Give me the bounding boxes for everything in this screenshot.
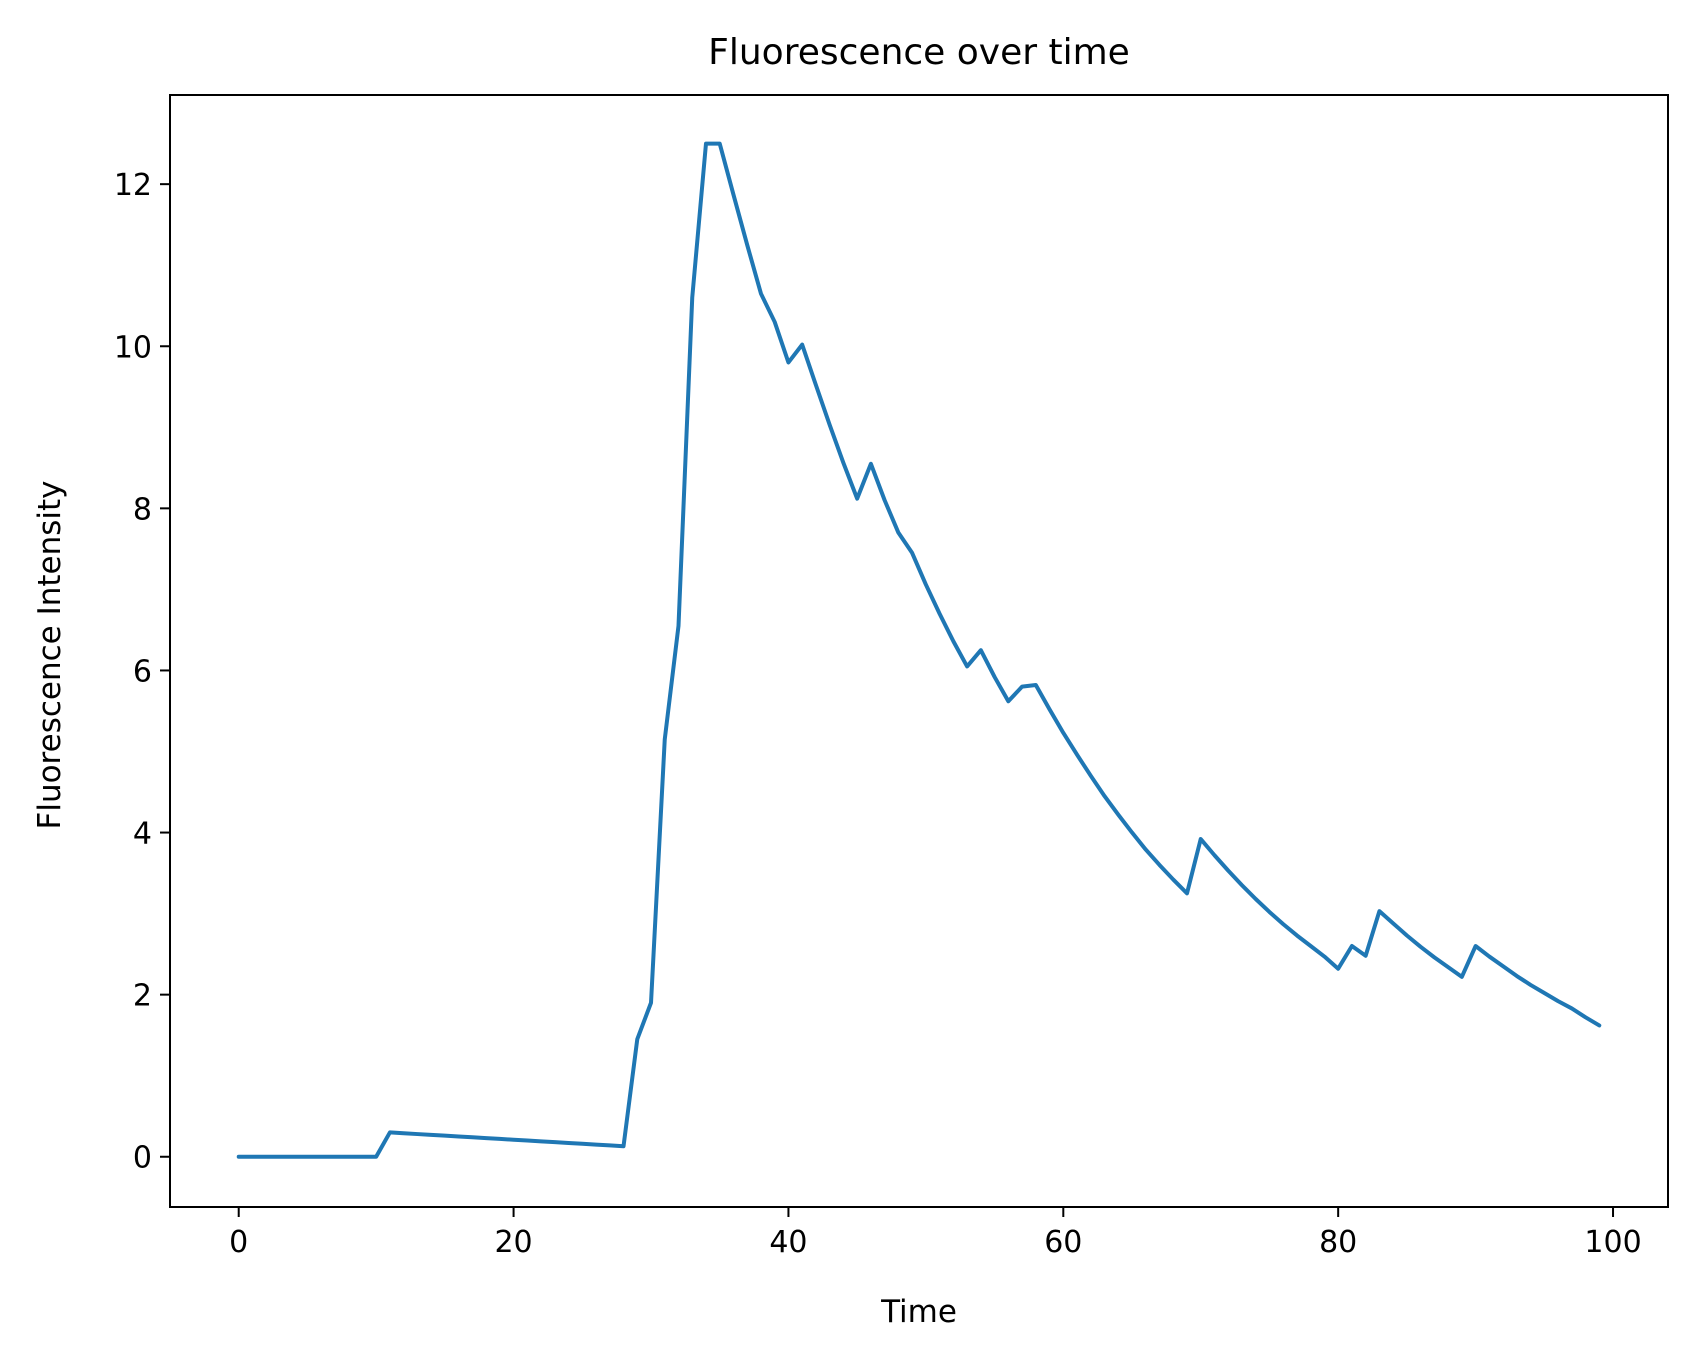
plot-area [236, 141, 1602, 1159]
x-axis: 0 20 40 60 80 100 [229, 1207, 1642, 1260]
y-axis-label: Fluorescence Intensity [32, 480, 68, 829]
x-tick-label: 0 [229, 1225, 248, 1260]
y-tick-label: 12 [114, 168, 152, 203]
x-tick-label: 20 [494, 1225, 532, 1260]
x-tick-label: 80 [1319, 1225, 1357, 1260]
axes-frame [169, 94, 1669, 1208]
y-tick-label: 6 [133, 654, 152, 689]
y-tick-label: 0 [133, 1141, 152, 1176]
x-tick-label: 100 [1584, 1225, 1641, 1260]
x-tick-label: 40 [769, 1225, 807, 1260]
x-axis-label: Time [880, 1294, 957, 1330]
y-tick-label: 8 [133, 492, 152, 527]
y-tick-label: 10 [114, 330, 152, 365]
series-line [236, 141, 1602, 1159]
y-tick-label: 4 [133, 817, 152, 852]
y-tick-label: 2 [133, 979, 152, 1014]
x-tick-label: 60 [1044, 1225, 1082, 1260]
y-axis: 0 2 4 6 8 10 12 [114, 168, 170, 1176]
chart-title: Fluorescence over time [708, 32, 1130, 73]
